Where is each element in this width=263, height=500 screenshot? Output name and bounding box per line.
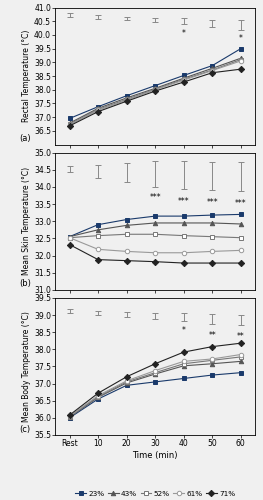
Text: *: *	[182, 326, 186, 335]
X-axis label: Time (min): Time (min)	[132, 451, 178, 460]
Text: (c): (c)	[19, 424, 31, 434]
Text: *: *	[182, 30, 186, 38]
Text: **: **	[237, 332, 245, 340]
Y-axis label: Mean Body Temperature (°C): Mean Body Temperature (°C)	[22, 311, 31, 422]
Text: ***: ***	[206, 198, 218, 207]
Text: *: *	[239, 34, 243, 42]
Y-axis label: Mean Skin Temperature (°C): Mean Skin Temperature (°C)	[22, 167, 31, 276]
Text: ***: ***	[149, 193, 161, 202]
Y-axis label: Rectal Temperature (°C): Rectal Temperature (°C)	[22, 30, 31, 122]
Text: ***: ***	[235, 199, 247, 208]
Legend: 23%, 43%, 52%, 61%, 71%: 23%, 43%, 52%, 61%, 71%	[75, 490, 235, 496]
Text: (a): (a)	[19, 134, 31, 143]
Text: ***: ***	[178, 196, 190, 205]
Text: (b): (b)	[19, 280, 31, 288]
Text: **: **	[208, 330, 216, 340]
